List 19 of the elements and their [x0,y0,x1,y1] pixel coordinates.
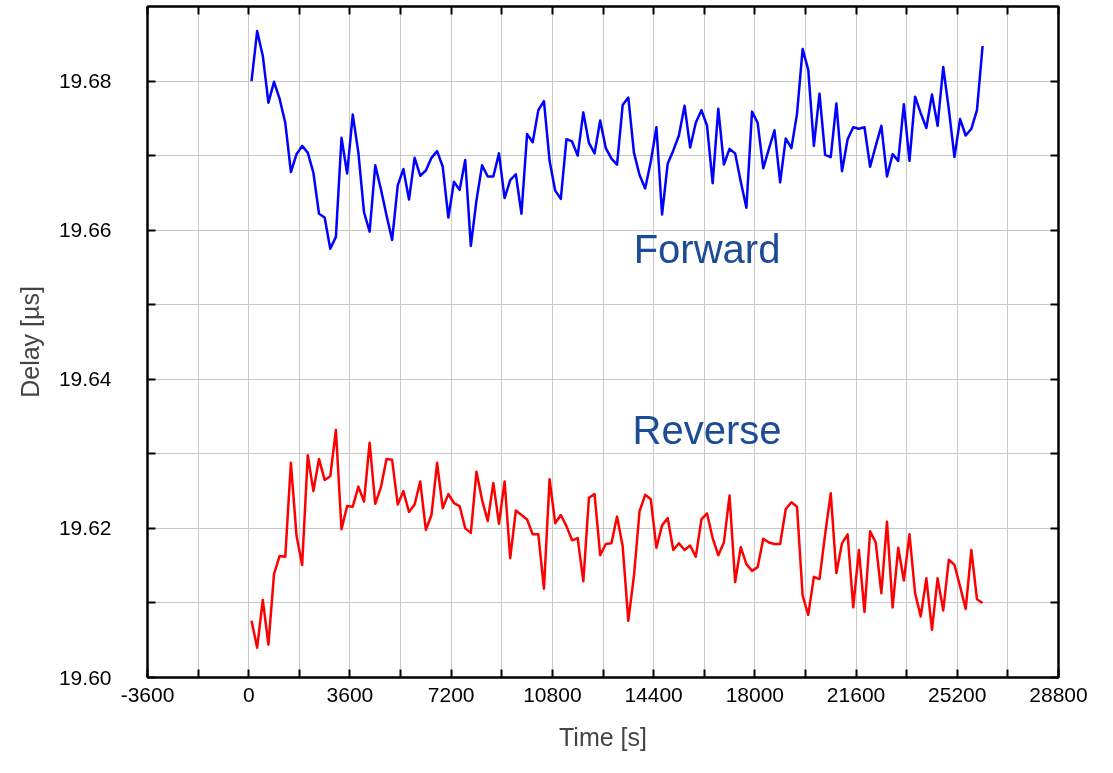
x-axis-title: Time [s] [559,722,647,751]
y-tick-label: 19.64 [58,367,112,391]
x-tick-label: 25200 [928,682,987,706]
y-tick-label: 19.66 [58,218,112,242]
x-tick-label: 28800 [1029,682,1088,706]
x-tick-label: 21600 [826,682,886,706]
y-tick-label: 19.60 [58,665,112,689]
series-label: Forward [633,226,781,271]
x-tick-label: 7200 [427,682,475,706]
x-tick-label: 14400 [624,682,683,706]
x-tick-label: 0 [242,682,255,706]
y-tick-label: 19.68 [58,69,112,93]
x-tick-label: -3600 [120,682,175,706]
x-tick-label: 3600 [326,682,374,706]
series-label: Reverse [632,407,782,452]
x-tick-label: 10800 [523,682,582,706]
y-axis-title: Delay [µs] [15,286,44,398]
x-tick-label: 18000 [725,682,785,706]
y-tick-label: 19.62 [58,516,112,540]
